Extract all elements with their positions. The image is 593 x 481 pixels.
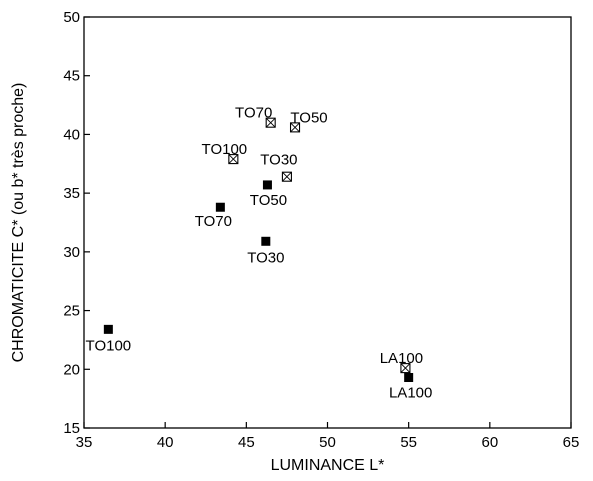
y-tick-label: 35: [63, 185, 80, 202]
filled-square-point: [261, 236, 271, 246]
point-label: LA100: [389, 385, 432, 402]
point-label: TO50: [290, 109, 327, 126]
x-axis-title: LUMINANCE L*: [271, 457, 385, 474]
y-axis-title: CHROMATICITE C* (ou b* très proche): [10, 83, 27, 363]
crossed-square-point: [400, 363, 411, 374]
crossed-square-point: [281, 171, 292, 182]
point-labels: TO100 TO70 TO50 TO30 LA100 TO70 TO50 TO100 TO30 L…: [86, 105, 433, 402]
y-tick-label: 45: [63, 68, 80, 85]
point-label: TO100: [202, 141, 248, 158]
x-tick-label: 45: [238, 434, 255, 451]
point-label: TO70: [235, 105, 272, 122]
axis-ticks: 35 40 45 50 55 60 65 15 20 25 30 35 40 45 50: [63, 9, 579, 451]
filled-square-point: [262, 180, 272, 190]
x-tick-label: 40: [157, 434, 174, 451]
x-tick-label: 60: [481, 434, 498, 451]
x-tick-label: 55: [400, 434, 417, 451]
x-tick-label: 50: [319, 434, 336, 451]
filled-square-point: [215, 202, 225, 212]
y-tick-label: 30: [63, 244, 80, 261]
data-points: [103, 117, 414, 383]
point-label: TO50: [250, 192, 287, 209]
point-label: TO100: [86, 337, 132, 354]
y-tick-label: 20: [63, 361, 80, 378]
y-tick-label: 15: [63, 420, 80, 437]
point-label: LA100: [380, 350, 423, 367]
x-tick-label: 65: [563, 434, 580, 451]
crossed-square-point: [289, 122, 301, 133]
filled-square-point: [103, 324, 113, 334]
point-label: TO30: [260, 152, 297, 169]
point-label: TO30: [247, 249, 284, 266]
point-label: TO70: [195, 213, 232, 230]
plot-area-frame: [83, 16, 572, 429]
crossed-square-point: [228, 154, 239, 165]
y-tick-label: 40: [63, 126, 80, 143]
y-tick-label: 25: [63, 303, 80, 320]
filled-square-point: [404, 373, 414, 383]
crossed-square-point: [265, 117, 276, 128]
x-tick-label: 35: [76, 434, 93, 451]
y-tick-label: 50: [63, 9, 80, 26]
